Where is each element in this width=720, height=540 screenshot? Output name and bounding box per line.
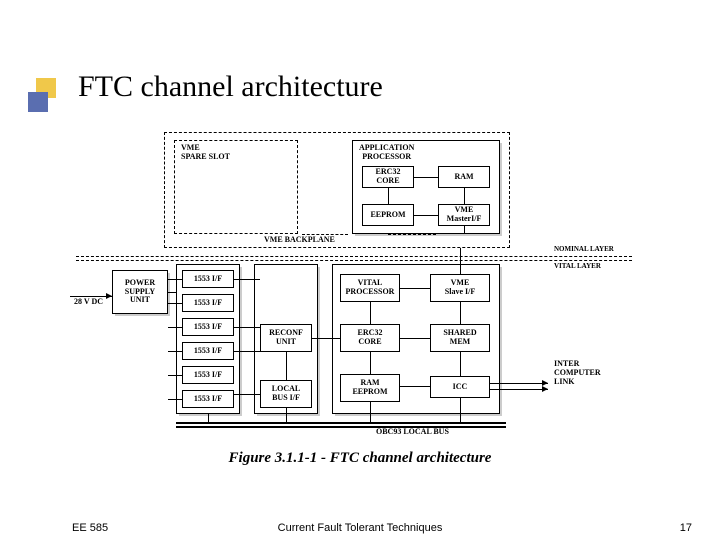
erc32-core-box-1: ERC32 CORE: [362, 166, 414, 188]
figure-caption: Figure 3.1.1-1 - FTC channel architectur…: [0, 450, 720, 467]
inter-computer-link-label: INTER COMPUTER LINK: [554, 360, 601, 386]
page-title: FTC channel architecture: [78, 70, 383, 104]
obc93-local-bus-label: OBC93 LOCAL BUS: [376, 428, 449, 437]
architecture-diagram: NOMINAL LAYER VITAL LAYER VME SPARE SLOT…: [76, 128, 632, 438]
erc32-core-box-2: ERC32 CORE: [340, 324, 400, 352]
power-supply-unit-box: POWER SUPPLY UNIT: [112, 270, 168, 314]
b1553-if-6: 1553 I/F: [182, 390, 234, 408]
ram-eeprom-box: RAM EEPROM: [340, 374, 400, 402]
b1553-if-2: 1553 I/F: [182, 294, 234, 312]
footer-page-number: 17: [680, 522, 692, 534]
vital-layer-label: VITAL LAYER: [554, 263, 601, 271]
b1553-if-5: 1553 I/F: [182, 366, 234, 384]
vme-master-if-box: VME MasterI/F: [438, 204, 490, 226]
nominal-layer-label: NOMINAL LAYER: [554, 246, 614, 254]
b1553-if-1: 1553 I/F: [182, 270, 234, 288]
shared-mem-box: SHARED MEM: [430, 324, 490, 352]
eeprom-box: EEPROM: [362, 204, 414, 226]
b1553-if-3: 1553 I/F: [182, 318, 234, 336]
icc-box: ICC: [430, 376, 490, 398]
reconf-unit-box: RECONF UNIT: [260, 324, 312, 352]
local-bus-if-box: LOCAL BUS I/F: [260, 380, 312, 408]
vital-processor-box: VITAL PROCESSOR: [340, 274, 400, 302]
ram-box: RAM: [438, 166, 490, 188]
vme-slave-if-box: VME Slave I/F: [430, 274, 490, 302]
v28dc-label: 28 V DC: [74, 298, 103, 307]
vme-backplane-label: VME BACKPLANE: [264, 236, 335, 245]
b1553-if-4: 1553 I/F: [182, 342, 234, 360]
footer-title: Current Fault Tolerant Techniques: [0, 522, 720, 534]
